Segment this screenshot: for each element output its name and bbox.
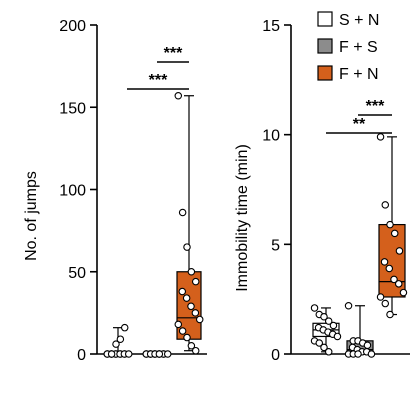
data-point <box>320 343 328 352</box>
y-tick-label: 50 <box>68 265 86 282</box>
data-point <box>381 299 390 308</box>
box-group-3 <box>376 133 408 319</box>
data-point <box>178 287 187 296</box>
box-group-2 <box>142 350 172 358</box>
data-point <box>174 91 183 100</box>
data-point <box>344 301 353 310</box>
data-point <box>390 229 399 238</box>
data-point <box>116 335 125 343</box>
data-point <box>320 312 328 321</box>
y-tick-label: 15 <box>262 18 280 35</box>
data-point <box>182 294 191 302</box>
data-point <box>386 220 394 229</box>
data-point <box>386 310 394 319</box>
data-point <box>329 321 338 330</box>
data-point <box>191 309 200 317</box>
data-point <box>395 247 404 255</box>
data-point <box>174 320 183 329</box>
y-tick-label: 100 <box>59 183 86 200</box>
box-group-1 <box>103 323 133 358</box>
data-point <box>178 327 187 335</box>
data-point <box>107 350 116 358</box>
y-axis-label: Immobility time (min) <box>234 144 251 292</box>
legend-swatch-2 <box>317 38 333 54</box>
data-point <box>380 258 389 266</box>
data-point <box>187 302 195 311</box>
significance-label: *** <box>164 45 183 62</box>
data-point <box>191 346 200 355</box>
data-point <box>376 293 385 301</box>
significance-label: *** <box>366 98 385 115</box>
data-point <box>310 304 319 312</box>
data-point <box>195 315 204 324</box>
data-point <box>155 350 164 358</box>
y-tick-label: 200 <box>59 18 86 35</box>
data-point <box>367 350 376 358</box>
data-point <box>394 280 403 288</box>
data-point <box>324 317 333 325</box>
data-point <box>187 267 196 276</box>
data-point <box>363 341 372 349</box>
data-point <box>390 275 398 284</box>
legend-label-3: F + N <box>339 66 379 83</box>
data-point <box>381 201 390 209</box>
data-point <box>112 340 120 348</box>
legend-label-2: F + S <box>339 39 378 56</box>
data-point <box>191 277 200 286</box>
data-point <box>183 243 191 251</box>
data-point <box>354 350 362 358</box>
data-point <box>376 133 385 141</box>
data-point <box>178 208 187 217</box>
data-point <box>315 339 324 347</box>
legend: S + N F + S F + N <box>317 11 379 83</box>
data-point <box>187 342 196 350</box>
data-point <box>399 288 408 297</box>
data-point <box>120 323 129 332</box>
legend-label-1: S + N <box>339 12 379 29</box>
data-point <box>163 350 172 358</box>
y-tick-label: 0 <box>271 347 280 364</box>
y-tick-label: 0 <box>77 347 86 364</box>
legend-swatch-3 <box>317 65 333 81</box>
y-tick-label: 5 <box>271 237 280 254</box>
data-point <box>333 332 342 341</box>
data-point <box>124 350 133 358</box>
panel-jumps: 0 50 100 150 200 No. of jumps *** *** <box>23 18 207 364</box>
significance-label: ** <box>353 116 366 133</box>
data-point <box>324 348 333 356</box>
significance-label: *** <box>149 72 168 89</box>
data-point <box>183 333 191 342</box>
legend-swatch-1 <box>317 11 333 27</box>
y-tick-label: 10 <box>262 128 280 145</box>
box-group-2 <box>344 301 376 358</box>
y-axis-label: No. of jumps <box>23 171 40 261</box>
y-tick-label: 150 <box>59 100 86 117</box>
box-group-3 <box>174 91 204 355</box>
panel-immobility: 0 5 10 15 Immobility time (min) ***** <box>234 18 410 364</box>
data-point <box>385 264 394 273</box>
box-group-1 <box>310 304 342 356</box>
